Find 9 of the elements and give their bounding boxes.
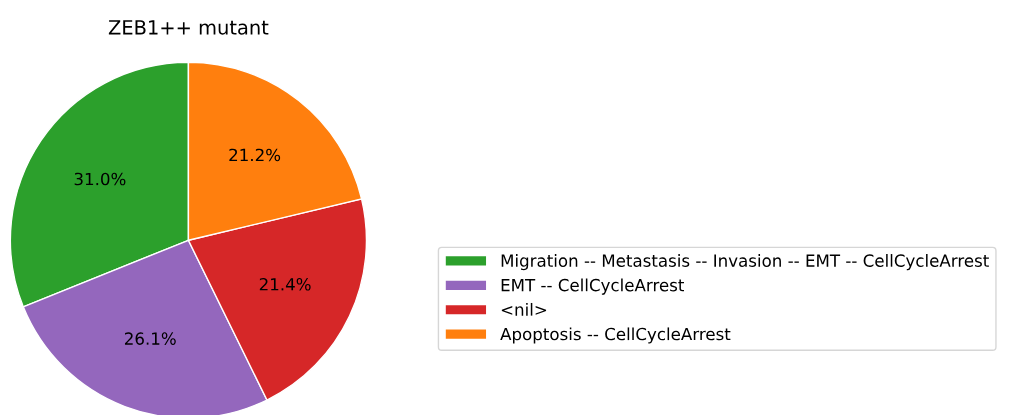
- data-label: 26.1%: [124, 332, 176, 345]
- data-label: 21.4%: [259, 277, 311, 291]
- legend-label: Migration -- Metastasis -- Invasion -- EMT -- CellCycleArrest: [501, 254, 989, 271]
- data-label: 31.0%: [74, 172, 126, 186]
- data-label: 21.2%: [229, 148, 281, 162]
- legend-label: Apoptosis -- CellCycleArrest: [500, 327, 731, 344]
- chart-title: ZEB1++ mutant: [108, 20, 269, 35]
- legend-label: EMT -- CellCycleArrest: [501, 278, 685, 295]
- legend-label: <nil>: [501, 302, 547, 316]
